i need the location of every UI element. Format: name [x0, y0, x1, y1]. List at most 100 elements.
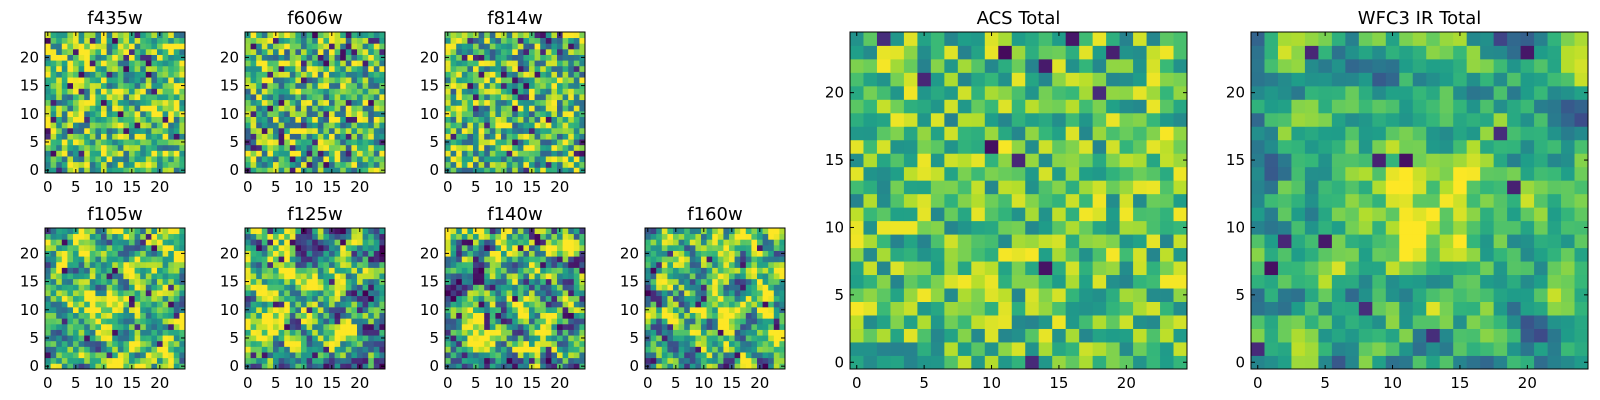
heatmap-cell — [123, 239, 130, 246]
heatmap-cell — [689, 256, 696, 263]
heatmap-cell — [745, 239, 752, 246]
heatmap-cell — [445, 71, 451, 78]
heatmap-cell — [306, 43, 313, 50]
heatmap-cell — [712, 340, 719, 347]
heatmap-cell — [345, 340, 352, 347]
heatmap-cell — [173, 261, 180, 268]
heatmap-cell — [334, 261, 341, 268]
heatmap-cell — [329, 127, 335, 134]
heatmap-cell — [168, 250, 175, 257]
heatmap-cell — [267, 346, 274, 353]
panel-title: f140w — [487, 204, 542, 225]
heatmap-cell — [73, 290, 79, 297]
heatmap-cell — [984, 328, 999, 343]
heatmap-cell — [168, 306, 175, 313]
heatmap-cell — [379, 60, 386, 67]
heatmap-cell — [579, 284, 586, 291]
heatmap-cell — [850, 261, 864, 276]
heatmap-cell — [557, 122, 563, 129]
heatmap-cell — [67, 306, 74, 313]
heatmap-cell — [706, 335, 713, 342]
heatmap-cell — [529, 156, 535, 163]
heatmap-cell — [540, 335, 547, 342]
heatmap-cell — [357, 239, 363, 246]
heatmap-cell — [506, 267, 513, 274]
heatmap-cell — [145, 273, 152, 280]
heatmap-cell — [534, 340, 541, 347]
heatmap-cell — [706, 329, 713, 336]
heatmap-cell — [329, 306, 335, 313]
heatmap-cell — [357, 116, 363, 123]
heatmap-cell — [734, 357, 741, 364]
heatmap-cell — [101, 156, 107, 163]
heatmap-cell — [495, 110, 502, 117]
heatmap-cell — [117, 156, 124, 163]
heatmap-cell — [729, 295, 735, 302]
heatmap-cell — [456, 244, 463, 251]
heatmap-cell — [261, 250, 268, 257]
heatmap-cell — [540, 144, 547, 151]
heatmap-cell — [67, 116, 74, 123]
heatmap-cell — [267, 233, 274, 240]
heatmap-cell — [495, 77, 502, 84]
heatmap-cell — [661, 301, 668, 308]
heatmap-cell — [501, 295, 507, 302]
heatmap-cell — [695, 278, 702, 285]
heatmap-cell — [1119, 274, 1134, 289]
heatmap-cell — [706, 233, 713, 240]
heatmap-cell — [362, 37, 369, 44]
heatmap-cell — [173, 88, 180, 95]
heatmap-cell — [312, 77, 319, 84]
heatmap-cell — [971, 274, 986, 289]
heatmap-cell — [501, 233, 507, 240]
heatmap-cell — [50, 60, 57, 67]
heatmap-cell — [368, 54, 375, 61]
heatmap-cell — [312, 318, 319, 325]
heatmap-cell — [162, 267, 169, 274]
heatmap-cell — [168, 127, 175, 134]
heatmap-cell — [106, 290, 113, 297]
heatmap-cell — [540, 37, 547, 44]
heatmap-cell — [506, 167, 513, 174]
heatmap-cell — [157, 273, 163, 280]
heatmap-cell — [117, 43, 124, 50]
heatmap-cell — [284, 233, 291, 240]
heatmap-cells — [245, 32, 386, 174]
heatmap-cell — [930, 247, 945, 262]
heatmap-cell — [517, 167, 524, 174]
heatmap-cell — [379, 37, 386, 44]
heatmap-cell — [579, 71, 586, 78]
heatmap-cell — [489, 156, 496, 163]
heatmap-cell — [876, 180, 891, 195]
heatmap-cell — [461, 99, 468, 106]
heatmap-cell — [245, 329, 251, 336]
heatmap-cell — [579, 133, 586, 140]
heatmap-cell — [501, 352, 507, 359]
heatmap-cell — [368, 32, 375, 39]
heatmap-cell — [61, 105, 68, 112]
heatmap-cell — [112, 256, 119, 263]
heatmap-cell — [734, 346, 741, 353]
heatmap-cell — [373, 256, 380, 263]
heatmap-cell — [117, 340, 124, 347]
heatmap-cell — [745, 306, 752, 313]
heatmap-cell — [998, 220, 1013, 235]
heatmap-cell — [568, 290, 575, 297]
heatmap-cell — [117, 329, 124, 336]
heatmap-cell — [917, 220, 932, 235]
heatmap-cell — [134, 233, 141, 240]
heatmap-cell — [273, 340, 279, 347]
heatmap-cell — [478, 122, 485, 129]
heatmap-cell — [134, 312, 141, 319]
heatmap-cell — [540, 340, 547, 347]
heatmap-cell — [373, 99, 380, 106]
heatmap-cell — [256, 278, 263, 285]
heatmap-cell — [340, 228, 347, 235]
heatmap-cell — [379, 122, 386, 129]
heatmap-cell — [467, 256, 474, 263]
heatmap-cell — [523, 167, 530, 174]
heatmap-cell — [151, 161, 158, 168]
heatmap-cell — [523, 340, 530, 347]
heatmap-cell — [373, 312, 380, 319]
heatmap-cell — [73, 37, 79, 44]
